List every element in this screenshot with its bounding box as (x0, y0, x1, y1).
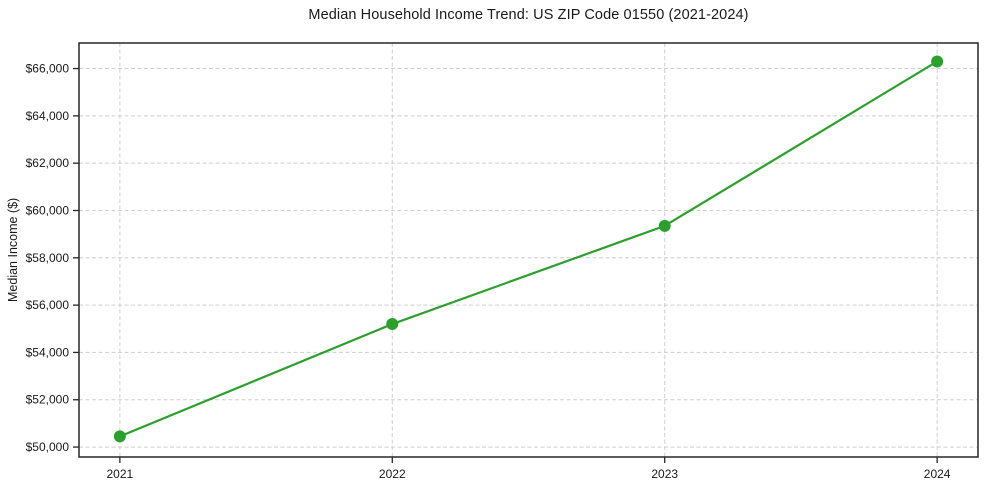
y-tick-label: $56,000 (26, 298, 70, 312)
series-line (118, 60, 939, 438)
y-tick-label: $50,000 (26, 440, 70, 454)
data-point (658, 219, 671, 232)
x-tick-label: 2023 (651, 467, 678, 481)
y-tick-label: $54,000 (26, 345, 70, 359)
data-point (113, 430, 126, 443)
y-tick-label: $52,000 (26, 393, 70, 407)
axes-box (78, 42, 979, 458)
y-tick-label: $66,000 (26, 62, 70, 76)
y-tick-label: $58,000 (26, 251, 70, 265)
chart-title: Median Household Income Trend: US ZIP Co… (308, 7, 749, 23)
y-tick-label: $62,000 (26, 156, 70, 170)
x-tick-label: 2022 (379, 467, 406, 481)
data-point (386, 318, 399, 331)
x-tick-label: 2021 (107, 467, 134, 481)
data-point (931, 55, 944, 68)
y-tick-label: $60,000 (26, 203, 70, 217)
x-tick-label: 2024 (924, 467, 951, 481)
y-tick-label: $64,000 (26, 109, 70, 123)
